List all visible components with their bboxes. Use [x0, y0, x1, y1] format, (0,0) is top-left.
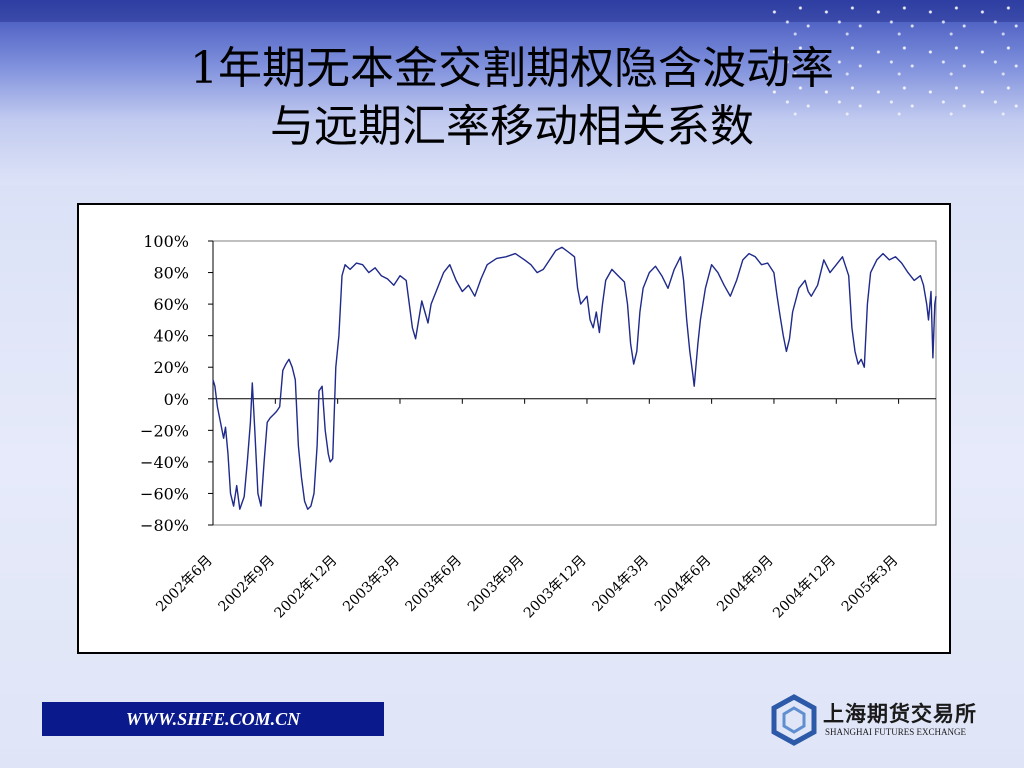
y-tick-label: 100%: [143, 232, 189, 251]
y-tick-label: 20%: [153, 358, 189, 377]
x-tick-label: 2004年12月: [770, 553, 839, 622]
x-tick-label: 2002年12月: [272, 553, 341, 622]
y-tick-label: 80%: [153, 264, 189, 283]
header-star-pattern: [764, 0, 1024, 120]
slide-title-line2: 与远期汇率移动相关系数: [270, 101, 754, 152]
y-tick-label: 60%: [153, 295, 189, 314]
y-tick-label: −40%: [140, 453, 189, 472]
x-tick-label: 2004年6月: [652, 553, 715, 616]
x-tick-label: 2003年12月: [521, 553, 590, 622]
shfe-logo-icon: [771, 694, 817, 746]
series-line: [212, 246, 937, 510]
x-tick-label: 2003年3月: [340, 553, 403, 616]
x-tick-label: 2002年9月: [216, 553, 279, 616]
slide-title-line1: 1年期无本金交割期权隐含波动率: [190, 43, 834, 94]
y-tick-label: −80%: [140, 516, 189, 535]
slide-header-background: [0, 0, 1024, 185]
chart-panel: 100% 80% 60% 40% 20% 0% −20% −40% −60% −80% 2002年…: [77, 203, 951, 654]
x-tick-label: 2003年9月: [465, 553, 528, 616]
shfe-logo: 上海期货交易所 SHANGHAI FUTURES EXCHANGE: [768, 690, 978, 750]
y-tick-label: 40%: [153, 327, 189, 346]
chart-series: [212, 246, 937, 510]
website-url[interactable]: WWW.SHFE.COM.CN: [42, 702, 384, 736]
y-tick-label: 0%: [164, 390, 189, 409]
x-tick-label: 2003年6月: [403, 553, 466, 616]
chart-grid: [212, 240, 937, 526]
x-tick-label: 2002年6月: [153, 553, 216, 616]
x-tick-label: 2004年3月: [590, 553, 653, 616]
plot-area: [212, 240, 937, 526]
logo-chinese-name: 上海期货交易所: [823, 701, 977, 726]
x-tick-label: 2005年3月: [839, 553, 902, 616]
line-chart: 100% 80% 60% 40% 20% 0% −20% −40% −60% −80% 2002年…: [140, 232, 937, 622]
x-tick-label: 2004年9月: [714, 553, 777, 616]
y-tick-label: −60%: [140, 484, 189, 503]
slide-title: 1年期无本金交割期权隐含波动率 与远期汇率移动相关系数: [0, 40, 1024, 156]
logo-english-name: SHANGHAI FUTURES EXCHANGE: [825, 727, 967, 737]
y-axis-ticks: 100% 80% 60% 40% 20% 0% −20% −40% −60% −80%: [140, 232, 213, 535]
y-tick-label: −20%: [140, 421, 189, 440]
